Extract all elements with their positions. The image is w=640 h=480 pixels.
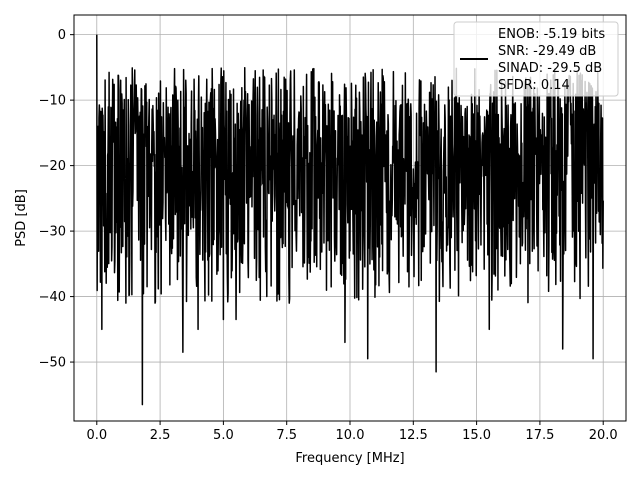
legend-line-sinad: SINAD: -29.5 dB (498, 61, 602, 76)
x-tick-label: 17.5 (525, 428, 554, 443)
legend-line-snr: SNR: -29.49 dB (498, 44, 596, 59)
y-axis: 0 −10 −20 −30 −40 −50 (39, 28, 74, 371)
x-tick-label: 15.0 (462, 428, 491, 443)
x-tick-label: 5.0 (213, 428, 234, 443)
y-tick-label: −20 (39, 159, 66, 174)
x-tick-label: 2.5 (150, 428, 171, 443)
y-tick-label: 0 (58, 28, 66, 43)
psd-series-line (96, 34, 604, 406)
x-tick-label: 10.0 (336, 428, 365, 443)
x-tick-label: 12.5 (399, 428, 428, 443)
plot-area (96, 34, 604, 406)
x-axis-label: Frequency [MHz] (295, 451, 404, 466)
y-tick-label: −30 (39, 225, 66, 240)
y-tick-label: −10 (39, 94, 66, 109)
legend: ENOB: -5.19 bits SNR: -29.49 dB SINAD: -… (453, 21, 619, 97)
legend-line-enob: ENOB: -5.19 bits (498, 27, 605, 42)
legend-box (453, 21, 619, 97)
x-tick-label: 7.5 (276, 428, 297, 443)
y-axis-label: PSD [dB] (14, 189, 29, 247)
x-tick-label: 0.0 (86, 428, 107, 443)
y-tick-label: −50 (39, 356, 66, 371)
x-tick-label: 20.0 (589, 428, 618, 443)
legend-line-sfdr: SFDR: 0.14 (498, 78, 570, 93)
x-axis: 0.0 2.5 5.0 7.5 10.0 12.5 15.0 17.5 20.0 (86, 421, 618, 443)
y-tick-label: −40 (39, 290, 66, 305)
